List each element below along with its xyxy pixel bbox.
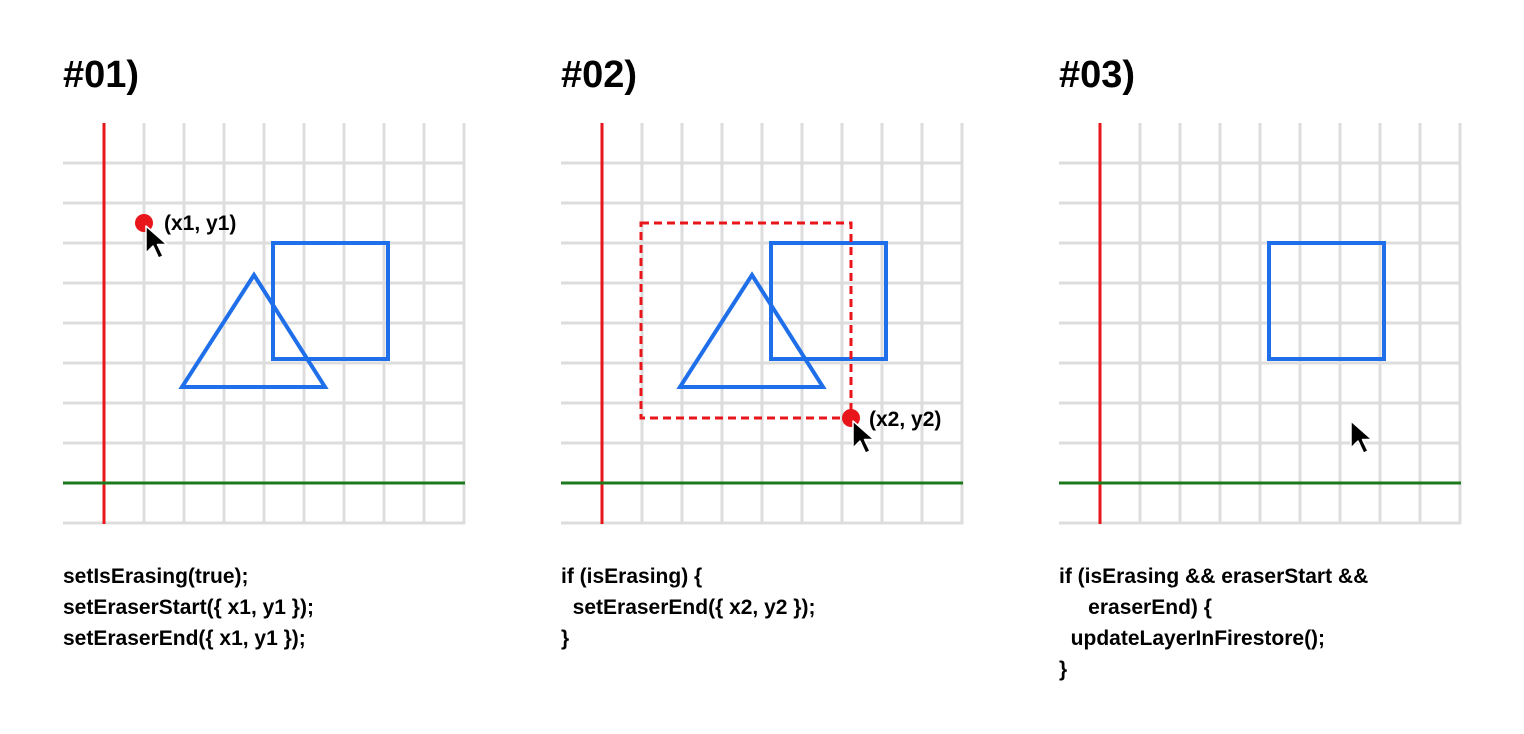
- panel-title: #03): [1059, 54, 1136, 96]
- eraser-selection-box: [639, 221, 853, 420]
- code-line: if (isErasing && eraserStart &&: [1059, 565, 1369, 588]
- mouse-cursor-icon: [1350, 420, 1373, 454]
- code-snippet: if (isErasing && eraserStart && eraserEn…: [1059, 561, 1368, 685]
- panel-03: #03) if (isErasing && eraserStart && era…: [1059, 0, 1524, 734]
- canvas-diagram: [1059, 123, 1462, 525]
- rectangle-shape: [271, 241, 390, 361]
- mouse-cursor-icon: [852, 420, 875, 454]
- triangle-shape: [676, 271, 827, 389]
- code-line: updateLayerInFirestore();: [1059, 627, 1326, 650]
- code-line: setEraserEnd({ x2, y2 });: [561, 596, 816, 619]
- panel-title: #02): [561, 54, 638, 96]
- code-line: setEraserEnd({ x1, y1 });: [63, 627, 306, 650]
- code-snippet: if (isErasing) { setEraserEnd({ x2, y2 }…: [561, 561, 815, 654]
- rectangle-shape: [1267, 241, 1386, 361]
- code-line: eraserEnd) {: [1059, 596, 1212, 619]
- code-snippet: setIsErasing(true); setEraserStart({ x1,…: [63, 561, 314, 654]
- panel-01: #01) (x1, y1) setIsErasing(true); setEra…: [63, 0, 543, 734]
- grid-lines: [63, 123, 466, 525]
- code-line: }: [561, 627, 570, 650]
- code-line: if (isErasing) {: [561, 565, 703, 588]
- canvas-diagram: (x2, y2): [561, 123, 964, 525]
- code-line: setIsErasing(true);: [63, 565, 249, 588]
- panel-title: #01): [63, 54, 140, 96]
- point-label: (x1, y1): [164, 212, 236, 235]
- code-line: }: [1059, 658, 1068, 681]
- canvas-diagram: (x1, y1): [63, 123, 466, 525]
- grid-lines: [561, 123, 964, 525]
- point-label: (x2, y2): [869, 408, 941, 431]
- grid-lines: [1059, 123, 1462, 525]
- rectangle-shape: [769, 241, 888, 361]
- mouse-cursor-icon: [145, 225, 168, 259]
- triangle-shape: [178, 271, 329, 389]
- code-line: setEraserStart({ x1, y1 });: [63, 596, 314, 619]
- panel-02: #02) (x2, y2) if (isErasing) { setEraser…: [561, 0, 1041, 734]
